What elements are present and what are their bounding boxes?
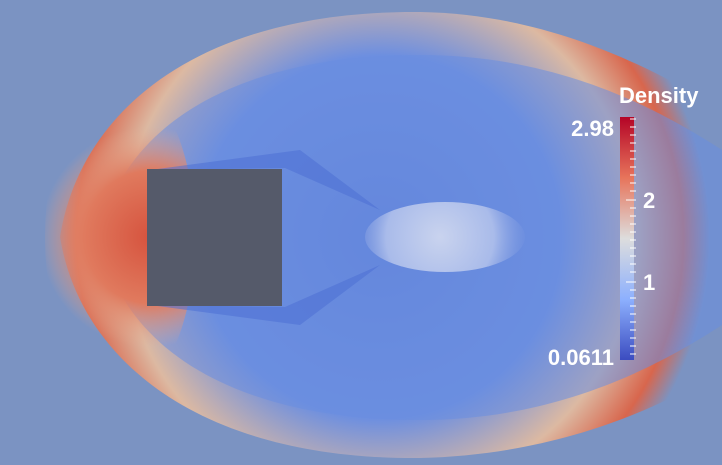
colorbar-gradient	[620, 117, 634, 360]
colorbar-min-label: 0.0611	[547, 345, 614, 370]
expansion-fan-top	[150, 150, 380, 210]
colorbar-title: Density	[619, 83, 699, 108]
wake-region	[365, 202, 525, 272]
expansion-fan-bottom	[150, 265, 380, 325]
colorbar	[620, 117, 636, 360]
colorbar-tick-label: 1	[643, 270, 656, 295]
obstacle-block	[147, 169, 282, 306]
colorbar-ticks	[626, 118, 636, 355]
colorbar-max-label: 2.98	[571, 116, 614, 141]
stagnation-region	[45, 77, 195, 397]
colorbar-tick-label: 2	[643, 188, 656, 213]
